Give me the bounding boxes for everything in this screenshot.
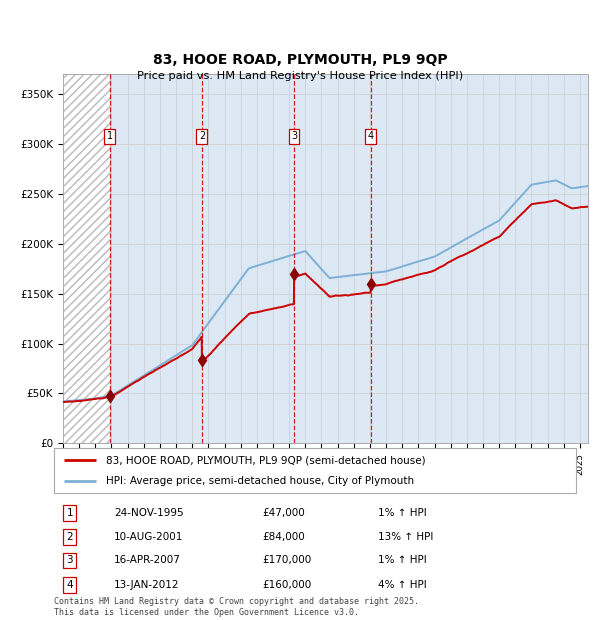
Bar	[63, 74, 110, 443]
Text: 83, HOOE ROAD, PLYMOUTH, PL9 9QP: 83, HOOE ROAD, PLYMOUTH, PL9 9QP	[152, 53, 448, 67]
Text: £170,000: £170,000	[263, 556, 312, 565]
Text: 1: 1	[67, 508, 73, 518]
Text: 2: 2	[199, 131, 205, 141]
Text: £47,000: £47,000	[263, 508, 305, 518]
Text: 4% ↑ HPI: 4% ↑ HPI	[377, 580, 427, 590]
Text: HPI: Average price, semi-detached house, City of Plymouth: HPI: Average price, semi-detached house,…	[106, 476, 415, 486]
Text: 24-NOV-1995: 24-NOV-1995	[114, 508, 184, 518]
Text: 3: 3	[291, 131, 297, 141]
Text: 83, HOOE ROAD, PLYMOUTH, PL9 9QP (semi-detached house): 83, HOOE ROAD, PLYMOUTH, PL9 9QP (semi-d…	[106, 455, 426, 466]
Text: 13% ↑ HPI: 13% ↑ HPI	[377, 532, 433, 542]
Text: 2: 2	[67, 532, 73, 542]
Text: 4: 4	[368, 131, 374, 141]
Text: 1% ↑ HPI: 1% ↑ HPI	[377, 508, 427, 518]
Text: 3: 3	[67, 556, 73, 565]
Text: Price paid vs. HM Land Registry's House Price Index (HPI): Price paid vs. HM Land Registry's House …	[137, 71, 463, 81]
FancyBboxPatch shape	[54, 448, 576, 493]
Text: 16-APR-2007: 16-APR-2007	[114, 556, 181, 565]
Text: Contains HM Land Registry data © Crown copyright and database right 2025.
This d: Contains HM Land Registry data © Crown c…	[54, 598, 419, 617]
Text: 4: 4	[67, 580, 73, 590]
Text: £160,000: £160,000	[263, 580, 312, 590]
Text: 10-AUG-2001: 10-AUG-2001	[114, 532, 184, 542]
Bar	[63, 74, 110, 443]
Text: £84,000: £84,000	[263, 532, 305, 542]
Text: 13-JAN-2012: 13-JAN-2012	[114, 580, 179, 590]
Text: 1: 1	[107, 131, 113, 141]
Text: 1% ↑ HPI: 1% ↑ HPI	[377, 556, 427, 565]
